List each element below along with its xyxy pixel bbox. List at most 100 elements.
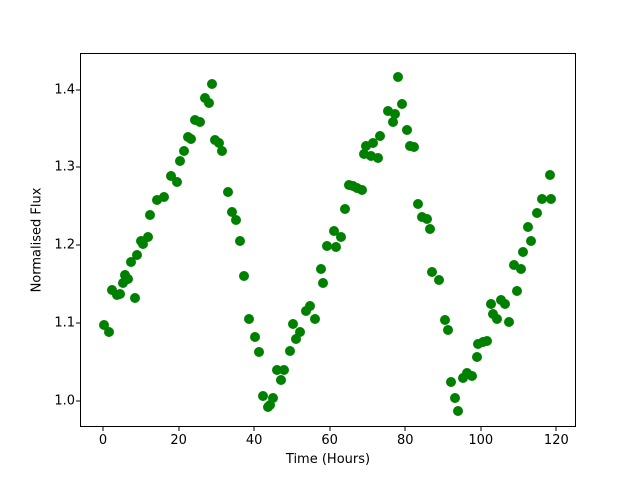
data-point <box>374 131 385 142</box>
x-tick-label: 60 <box>321 433 338 448</box>
data-point <box>171 176 182 187</box>
data-point <box>249 332 260 343</box>
x-tick-label: 100 <box>468 433 494 448</box>
x-tick-mark <box>253 427 255 431</box>
y-tick-label: 1.4 <box>54 82 75 98</box>
data-point <box>178 146 189 157</box>
data-point <box>482 335 493 346</box>
data-point <box>321 241 332 252</box>
data-point <box>122 273 133 284</box>
data-point <box>390 108 401 119</box>
data-point <box>103 326 114 337</box>
data-point <box>340 203 351 214</box>
y-tick-mark <box>76 400 80 402</box>
data-point <box>422 213 433 224</box>
x-tick-mark <box>102 427 104 431</box>
data-point <box>186 133 197 144</box>
y-tick-mark <box>76 322 80 324</box>
data-point <box>301 306 312 317</box>
x-tick-mark <box>480 427 482 431</box>
y-tick-label: 1.1 <box>54 315 75 331</box>
y-tick-mark <box>76 244 80 246</box>
data-point <box>491 314 502 325</box>
data-point <box>130 293 141 304</box>
data-point <box>433 275 444 286</box>
data-point <box>397 98 408 109</box>
data-point <box>174 156 185 167</box>
data-point <box>504 317 514 328</box>
data-point <box>425 223 436 234</box>
data-point <box>230 215 241 226</box>
data-point <box>137 239 148 250</box>
data-point <box>158 192 169 203</box>
data-point <box>537 193 548 204</box>
x-axis-label: Time (Hours) <box>285 452 371 467</box>
data-point <box>522 222 533 233</box>
data-point <box>143 231 154 242</box>
y-tick-mark <box>76 166 80 168</box>
data-point <box>383 105 394 116</box>
data-point <box>257 391 268 402</box>
data-point <box>267 392 278 403</box>
data-point <box>356 185 367 196</box>
data-point <box>253 346 264 357</box>
y-tick-label: 1.3 <box>54 159 75 175</box>
data-point <box>412 199 423 210</box>
x-tick-label: 120 <box>543 433 569 448</box>
data-point <box>223 186 234 197</box>
data-point <box>515 264 526 275</box>
data-point <box>310 314 321 325</box>
data-point <box>204 97 215 108</box>
data-point <box>545 170 556 181</box>
data-point <box>471 352 482 363</box>
data-point <box>365 150 376 161</box>
data-point <box>335 231 346 242</box>
data-point <box>199 93 210 104</box>
data-point <box>467 370 478 381</box>
data-point <box>372 153 383 164</box>
data-point <box>99 320 110 331</box>
data-point <box>360 140 371 151</box>
data-point <box>295 326 306 337</box>
data-point <box>117 278 128 289</box>
data-point <box>265 399 276 410</box>
x-tick-mark <box>555 427 557 431</box>
x-tick-mark <box>178 427 180 431</box>
data-point <box>239 271 250 282</box>
data-point <box>315 263 326 274</box>
x-tick-label: 20 <box>170 433 187 448</box>
x-tick-label: 80 <box>396 433 414 448</box>
data-point <box>427 266 438 277</box>
data-point <box>291 333 302 344</box>
data-point <box>485 299 496 310</box>
data-point <box>190 115 201 126</box>
data-point <box>518 247 529 258</box>
data-point <box>144 209 155 220</box>
data-point <box>368 138 379 149</box>
data-point <box>409 142 420 153</box>
data-point <box>440 314 451 325</box>
data-point <box>508 260 519 271</box>
data-point <box>532 208 543 219</box>
data-point <box>446 377 457 388</box>
data-point <box>387 117 398 128</box>
data-point <box>235 236 246 247</box>
data-point <box>525 235 536 246</box>
data-point <box>473 339 484 350</box>
x-tick-label: 40 <box>245 433 263 448</box>
data-point <box>453 405 464 416</box>
data-point <box>279 365 290 376</box>
data-point <box>458 373 469 384</box>
data-point <box>358 148 369 159</box>
data-point <box>305 300 316 311</box>
data-point <box>216 146 227 157</box>
data-point <box>329 226 340 237</box>
data-point <box>226 206 237 217</box>
data-point <box>287 318 298 329</box>
data-point <box>511 286 522 297</box>
data-point <box>165 171 176 182</box>
y-tick-label: 1.2 <box>54 237 75 253</box>
data-point <box>195 116 206 127</box>
data-point <box>392 71 403 82</box>
